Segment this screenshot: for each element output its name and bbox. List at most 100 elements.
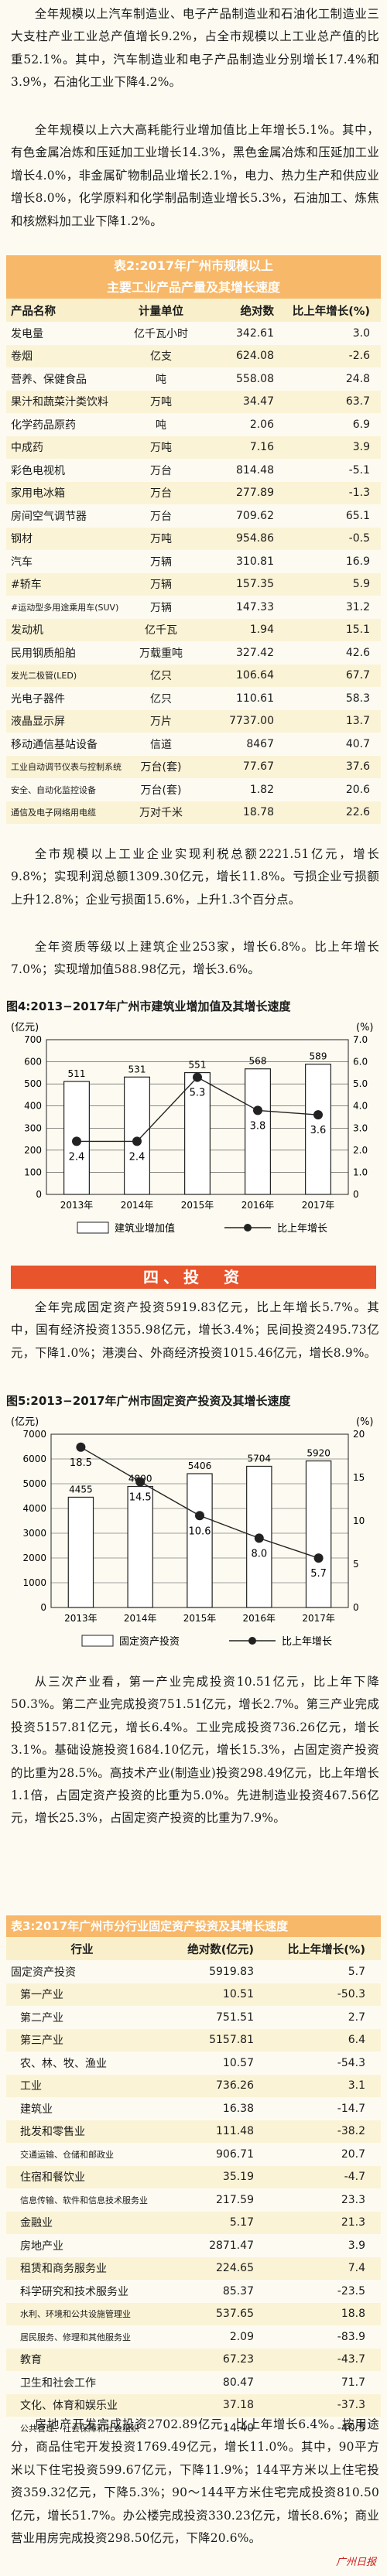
y-tick-label: 300 xyxy=(24,1122,42,1133)
paragraph-fixed-investment: 全年完成固定资产投资5919.83亿元，比上年增长5.7%。其中，国有经济投资1… xyxy=(11,1300,379,1360)
legend-bar-label: 固定资产投资 xyxy=(119,1635,180,1648)
y-tick-label: 2000 xyxy=(22,1553,46,1563)
table-cell: 327.42 xyxy=(236,646,274,659)
table-cell: 16.9 xyxy=(345,555,370,568)
table-row: 发动机 亿千瓦 1.94 15.1 xyxy=(6,618,381,641)
bar-value-label: 531 xyxy=(128,1064,146,1074)
table-cell: 10.51 xyxy=(222,1988,254,2001)
table-cell: 交通运输、仓储和邮政业 xyxy=(20,2149,114,2160)
table-cell: 营养、保健食品 xyxy=(11,373,87,386)
header-cell: 产品名称 xyxy=(11,305,56,318)
table-cell: -5.1 xyxy=(348,463,370,477)
table-cell: -38.2 xyxy=(337,2125,365,2138)
table-row: 科学研究和技术服务业 85.37 -23.5 xyxy=(6,2280,381,2303)
y-tick-label: 100 xyxy=(24,1167,42,1177)
table-cell: 5157.81 xyxy=(209,2034,254,2047)
growth-point xyxy=(76,1442,86,1452)
growth-value-label: 3.6 xyxy=(310,1125,327,1136)
bar-value-label: 568 xyxy=(249,1056,267,1067)
y-tick-label: 600 xyxy=(24,1057,42,1068)
table-cell: 房地产业 xyxy=(20,2239,63,2253)
table-row: 信息传输、软件和信息技术服务业 217.59 23.3 xyxy=(6,2188,381,2212)
table-title: 表2:2017年广州市规模以上 主要工业产品产量及其增长速度 xyxy=(6,255,381,299)
table-cell: 13.7 xyxy=(345,715,370,728)
table-cell: 民用钢质船舶 xyxy=(11,647,76,660)
legend-line-marker xyxy=(248,1637,256,1645)
table-cell: 58.3 xyxy=(345,692,370,705)
table-row: 居民服务、修理和其他服务业 2.09 -83.9 xyxy=(6,2325,381,2349)
x-tick-label: 2013年 xyxy=(64,1613,98,1624)
table-cell: 家用电冰箱 xyxy=(11,487,65,501)
bar xyxy=(187,1473,213,1608)
y-right-tick-label: 5 xyxy=(353,1559,359,1570)
table-cell: 发电量 xyxy=(11,327,43,340)
table-cell: 万吨 xyxy=(150,442,172,455)
y-right-tick-label: 15 xyxy=(353,1472,365,1483)
table-row: 交通运输、仓储和邮政业 906.71 20.7 xyxy=(6,2143,381,2166)
bar xyxy=(305,1460,332,1608)
header-cell: 计量单位 xyxy=(139,305,183,318)
table-cell: 住宿和餐饮业 xyxy=(20,2171,85,2185)
table-row: 家用电冰箱 万台 277.89 -1.3 xyxy=(6,481,381,504)
table-row: 第一产业 10.51 -50.3 xyxy=(6,1983,381,2006)
paragraph-energy-industries: 全年规模以上六大高耗能行业增加值比上年增长5.1%。其中，有色金属冶炼和压延加工… xyxy=(11,123,379,228)
table-cell: 40.7 xyxy=(345,737,370,750)
table-row: 发光二极管(LED) 亿只 106.64 67.7 xyxy=(6,664,381,687)
table-cell: 工业自动调节仪表与控制系统 xyxy=(11,762,122,773)
growth-point xyxy=(193,1072,202,1082)
table-cell: 万台 xyxy=(150,510,172,523)
table-cell: 万辆 xyxy=(150,601,172,614)
table-cell: 卷烟 xyxy=(11,350,33,364)
table-cell: 34.47 xyxy=(242,395,274,408)
table-cell: 中成药 xyxy=(11,442,43,455)
table-cell: 安全、自动化监控设备 xyxy=(11,784,96,795)
table-cell: 农、林、牧、渔业 xyxy=(20,2057,107,2070)
table-cell: 5919.83 xyxy=(209,1965,254,1978)
table-cell: 2871.47 xyxy=(209,2239,254,2252)
table-cell: 5.9 xyxy=(352,578,370,591)
growth-value-label: 2.4 xyxy=(129,1151,146,1163)
y-right-tick-label: 10 xyxy=(353,1515,365,1526)
legend-line-marker xyxy=(244,1224,252,1232)
y-tick-label: 0 xyxy=(36,1189,42,1200)
table-cell: 吨 xyxy=(156,419,166,432)
table-cell: 63.7 xyxy=(345,395,370,408)
table-cell: 万载重吨 xyxy=(139,647,183,660)
table-cell: 移动通信基站设备 xyxy=(11,738,98,751)
x-tick-label: 2014年 xyxy=(121,1200,154,1211)
y-tick-label: 700 xyxy=(24,1034,42,1045)
table-cell: -50.3 xyxy=(337,1988,365,2001)
y-tick-label: 4000 xyxy=(22,1503,46,1514)
bar-value-label: 5704 xyxy=(248,1453,272,1464)
table-cell: 67.23 xyxy=(222,2353,254,2366)
table-row: 农、林、牧、渔业 10.57 -54.3 xyxy=(6,2052,381,2075)
y-tick-label: 0 xyxy=(40,1602,46,1613)
table-cell: 万片 xyxy=(150,716,172,729)
table-row: 卷烟 亿支 624.08 -2.6 xyxy=(6,344,381,367)
table-cell: 24.8 xyxy=(345,372,370,385)
table-industrial-products: 表2:2017年广州市规模以上 主要工业产品产量及其增长速度 产品名称 计量单位… xyxy=(6,255,381,824)
table-row: 光电子器件 亿只 110.61 58.3 xyxy=(6,687,381,710)
table-cell: 亿只 xyxy=(150,692,172,705)
bar xyxy=(127,1485,153,1608)
table-cell: 吨 xyxy=(156,373,166,386)
table-cell: 光电子器件 xyxy=(11,692,65,705)
table-row: 果汁和蔬菜汁类饮料 万吨 34.47 63.7 xyxy=(6,390,381,413)
y-tick-label: 3000 xyxy=(22,1528,46,1539)
table-cell: 文化、体育和娱乐业 xyxy=(20,2400,118,2413)
table-cell: 2.06 xyxy=(249,418,274,431)
right-axis-unit: (%) xyxy=(356,1022,374,1033)
x-tick-label: 2013年 xyxy=(60,1200,94,1211)
figure4-chart: (亿元) (%) 0 100 200 300 400 500 600 700 0 1.0 2.0 3.0 4… xyxy=(6,1020,381,1249)
table-row: 民用钢质船舶 万载重吨 327.42 42.6 xyxy=(6,641,381,664)
growth-point xyxy=(132,1136,142,1146)
table-cell: 建筑业 xyxy=(20,2103,53,2116)
growth-value-label: 2.4 xyxy=(69,1151,85,1163)
table-cell: 624.08 xyxy=(236,350,274,363)
bar-value-label: 589 xyxy=(310,1051,327,1062)
growth-point xyxy=(313,1553,324,1563)
legend-line-label: 比上年增长 xyxy=(282,1636,332,1648)
table-cell: 卫生和社会工作 xyxy=(20,2376,96,2390)
y-right-tick-label: 0 xyxy=(353,1602,359,1613)
y-right-tick-label: 2.0 xyxy=(353,1145,368,1156)
